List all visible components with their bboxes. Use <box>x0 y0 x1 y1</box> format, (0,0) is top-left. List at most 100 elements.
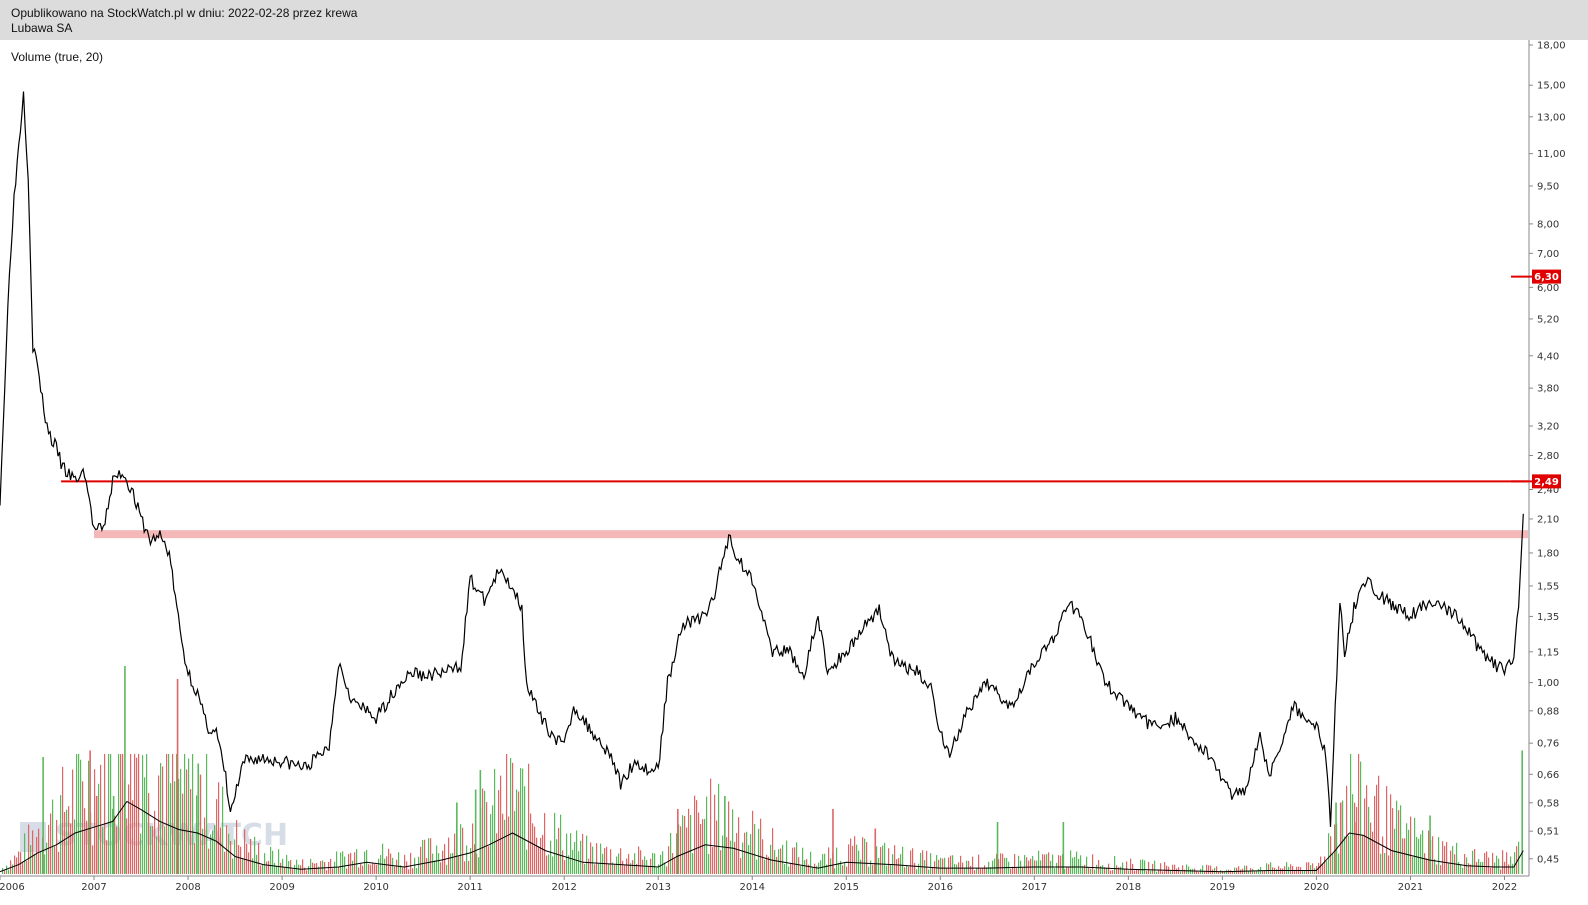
volume-bar <box>942 858 944 874</box>
volume-bar <box>286 854 288 874</box>
volume-bar <box>426 858 428 874</box>
volume-bar <box>1388 855 1390 874</box>
volume-bar <box>662 851 664 874</box>
volume-bar <box>952 855 954 874</box>
volume-bar <box>136 757 138 874</box>
volume-bar <box>1216 866 1218 874</box>
volume-bar <box>1384 853 1386 874</box>
volume-bar <box>856 844 858 874</box>
volume-bar <box>1016 868 1018 874</box>
x-tick-label: 2017 <box>1022 882 1047 893</box>
volume-bar <box>1022 867 1024 874</box>
volume-bar <box>1000 853 1002 874</box>
volume-bar <box>44 854 46 874</box>
volume-bar <box>1214 867 1216 874</box>
volume-bar <box>1276 869 1278 874</box>
volume-bar <box>430 838 432 874</box>
volume-bar <box>890 864 892 874</box>
volume-bar <box>846 866 848 874</box>
volume-bar <box>1018 855 1020 874</box>
volume-bar <box>760 818 762 874</box>
volume-bar <box>344 856 346 874</box>
volume-bar <box>112 796 115 874</box>
volume-bar <box>122 754 124 874</box>
volume-bar <box>156 836 158 874</box>
x-tick-label: 2016 <box>928 882 953 893</box>
volume-bar <box>176 754 178 874</box>
volume-bar <box>530 813 532 874</box>
volume-bar <box>744 832 746 874</box>
volume-bar <box>250 838 252 874</box>
volume-bar <box>176 679 179 874</box>
volume-bar <box>520 768 522 874</box>
volume-bar <box>668 846 670 874</box>
y-tick-label: 6,00 <box>1537 283 1559 294</box>
volume-ma-line <box>0 800 1524 873</box>
volume-bar <box>178 778 180 874</box>
volume-bar <box>648 865 650 874</box>
volume-bar <box>134 754 136 874</box>
volume-bar <box>1196 871 1198 874</box>
volume-bar <box>186 769 188 874</box>
volume-bar <box>1302 870 1304 874</box>
volume-bar <box>1092 854 1094 874</box>
volume-bar <box>926 850 928 874</box>
volume-bar <box>352 860 354 874</box>
volume-bar <box>730 840 732 874</box>
volume-bar <box>784 863 786 874</box>
volume-bar <box>644 856 646 874</box>
volume-bar <box>474 844 476 874</box>
volume-bar <box>882 845 884 874</box>
volume-bar <box>488 846 490 874</box>
volume-bar <box>1474 848 1476 874</box>
volume-bar <box>808 864 810 874</box>
volume-bar <box>248 852 250 874</box>
volume-bar <box>632 860 634 874</box>
volume-bar <box>172 754 174 874</box>
volume-bar <box>132 800 134 874</box>
y-tick-label: 8,00 <box>1537 219 1559 230</box>
volume-bar <box>768 856 770 874</box>
volume-bar <box>110 754 112 874</box>
volume-bar <box>1358 754 1360 874</box>
y-tick-label: 15,00 <box>1537 81 1566 92</box>
volume-bar <box>1110 870 1112 874</box>
volume-bar <box>1514 852 1516 874</box>
volume-bar <box>270 846 272 874</box>
volume-bar <box>960 855 962 874</box>
volume-bar <box>986 867 988 874</box>
volume-bar <box>1338 853 1340 874</box>
volume-bar <box>266 861 268 874</box>
volume-bar <box>197 763 200 874</box>
volume-bar <box>1426 858 1428 874</box>
volume-bar <box>1390 794 1392 874</box>
volume-bar <box>32 830 34 874</box>
volume-bar <box>292 869 294 874</box>
volume-bar <box>592 846 594 874</box>
volume-bar <box>1424 853 1426 874</box>
volume-bar <box>1496 855 1498 874</box>
volume-bar <box>910 850 912 874</box>
volume-bar <box>1150 870 1152 874</box>
volume-bar <box>604 848 606 874</box>
volume-bar <box>792 847 794 874</box>
volume-bar <box>338 866 340 874</box>
volume-bar <box>496 833 498 874</box>
volume-bar <box>6 865 8 874</box>
volume-bar <box>196 795 198 874</box>
volume-bar <box>58 851 60 874</box>
volume-bar <box>102 827 104 874</box>
volume-bar <box>388 848 390 874</box>
volume-bar <box>332 868 334 874</box>
volume-bar <box>402 867 404 874</box>
volume-bar <box>674 858 676 874</box>
volume-bar <box>598 863 600 874</box>
volume-bar <box>284 867 286 874</box>
volume-bar <box>1012 866 1014 874</box>
volume-bar <box>224 851 226 874</box>
volume-bar <box>48 824 50 874</box>
volume-bar <box>720 850 722 874</box>
volume-bar <box>714 794 716 874</box>
volume-bar <box>1490 867 1492 874</box>
